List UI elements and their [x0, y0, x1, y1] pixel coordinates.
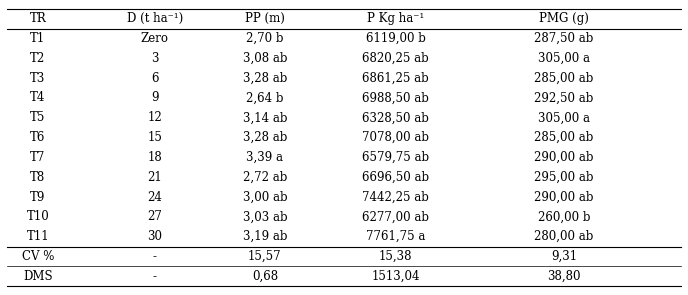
Text: 3,08 ab: 3,08 ab — [243, 52, 287, 65]
Text: TR: TR — [30, 12, 46, 25]
Text: 9,31: 9,31 — [551, 250, 577, 263]
Text: T8: T8 — [30, 171, 45, 184]
Text: T11: T11 — [27, 230, 49, 243]
Text: 6: 6 — [151, 72, 158, 85]
Text: 2,72 ab: 2,72 ab — [243, 171, 287, 184]
Text: 7442,25 ab: 7442,25 ab — [362, 191, 429, 204]
Text: 3,03 ab: 3,03 ab — [243, 210, 287, 223]
Text: 285,00 ab: 285,00 ab — [535, 72, 594, 85]
Text: -: - — [153, 270, 157, 283]
Text: 7761,75 a: 7761,75 a — [366, 230, 425, 243]
Text: 3,19 ab: 3,19 ab — [243, 230, 287, 243]
Text: 3,28 ab: 3,28 ab — [243, 72, 287, 85]
Text: 6861,25 ab: 6861,25 ab — [362, 72, 429, 85]
Text: P Kg ha⁻¹: P Kg ha⁻¹ — [367, 12, 424, 25]
Text: 260,00 b: 260,00 b — [538, 210, 590, 223]
Text: T2: T2 — [30, 52, 45, 65]
Text: 305,00 a: 305,00 a — [538, 52, 590, 65]
Text: 6696,50 ab: 6696,50 ab — [362, 171, 429, 184]
Text: D (t ha⁻¹): D (t ha⁻¹) — [127, 12, 183, 25]
Text: CV %: CV % — [21, 250, 54, 263]
Text: 6820,25 ab: 6820,25 ab — [362, 52, 429, 65]
Text: 6328,50 ab: 6328,50 ab — [362, 111, 429, 124]
Text: 2,70 b: 2,70 b — [246, 32, 283, 45]
Text: 30: 30 — [147, 230, 162, 243]
Text: 3,28 ab: 3,28 ab — [243, 131, 287, 144]
Text: 3,14 ab: 3,14 ab — [243, 111, 287, 124]
Text: 38,80: 38,80 — [548, 270, 581, 283]
Text: T10: T10 — [26, 210, 50, 223]
Text: DMS: DMS — [23, 270, 53, 283]
Text: 27: 27 — [147, 210, 162, 223]
Text: T4: T4 — [30, 91, 45, 104]
Text: 9: 9 — [151, 91, 158, 104]
Text: 2,64 b: 2,64 b — [246, 91, 283, 104]
Text: T1: T1 — [30, 32, 45, 45]
Text: 290,00 ab: 290,00 ab — [535, 151, 594, 164]
Text: 24: 24 — [147, 191, 162, 204]
Text: 3,39 a: 3,39 a — [246, 151, 283, 164]
Text: T5: T5 — [30, 111, 45, 124]
Text: T6: T6 — [30, 131, 45, 144]
Text: 290,00 ab: 290,00 ab — [535, 191, 594, 204]
Text: 15: 15 — [147, 131, 162, 144]
Text: 21: 21 — [147, 171, 162, 184]
Text: 15,57: 15,57 — [248, 250, 281, 263]
Text: 18: 18 — [147, 151, 162, 164]
Text: 287,50 ab: 287,50 ab — [535, 32, 594, 45]
Text: 295,00 ab: 295,00 ab — [535, 171, 594, 184]
Text: 15,38: 15,38 — [379, 250, 412, 263]
Text: 1513,04: 1513,04 — [372, 270, 420, 283]
Text: 3: 3 — [151, 52, 158, 65]
Text: 6119,00 b: 6119,00 b — [365, 32, 426, 45]
Text: 6988,50 ab: 6988,50 ab — [362, 91, 429, 104]
Text: 3,00 ab: 3,00 ab — [243, 191, 287, 204]
Text: -: - — [153, 250, 157, 263]
Text: PP (m): PP (m) — [245, 12, 285, 25]
Text: 12: 12 — [147, 111, 162, 124]
Text: 0,68: 0,68 — [252, 270, 278, 283]
Text: T9: T9 — [30, 191, 45, 204]
Text: 7078,00 ab: 7078,00 ab — [362, 131, 429, 144]
Text: 285,00 ab: 285,00 ab — [535, 131, 594, 144]
Text: 292,50 ab: 292,50 ab — [535, 91, 594, 104]
Text: 305,00 a: 305,00 a — [538, 111, 590, 124]
Text: Zero: Zero — [141, 32, 169, 45]
Text: 6277,00 ab: 6277,00 ab — [362, 210, 429, 223]
Text: 6579,75 ab: 6579,75 ab — [362, 151, 429, 164]
Text: 280,00 ab: 280,00 ab — [535, 230, 594, 243]
Text: T3: T3 — [30, 72, 45, 85]
Text: T7: T7 — [30, 151, 45, 164]
Text: PMG (g): PMG (g) — [539, 12, 589, 25]
